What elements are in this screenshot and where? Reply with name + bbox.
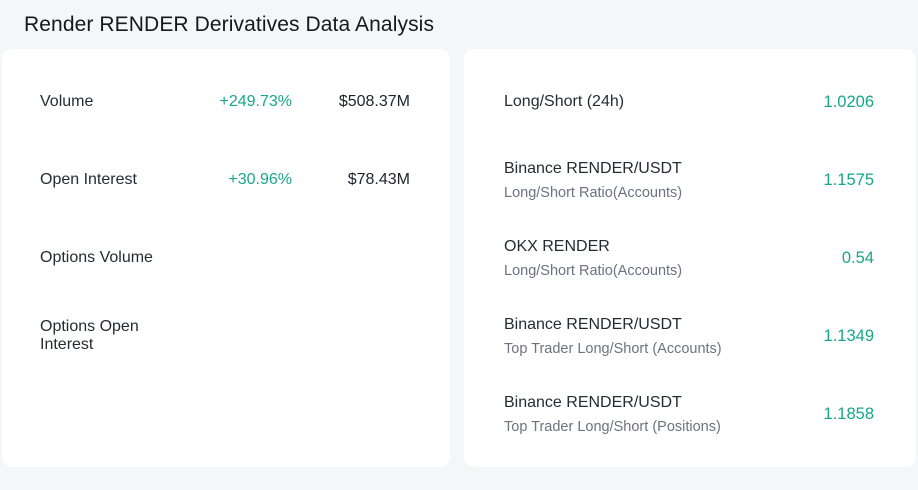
derivatives-stats-card: Volume +249.73% $508.37M Open Interest +… xyxy=(2,49,450,467)
ratio-row-long-short-24h: Long/Short (24h) 1.0206 xyxy=(504,63,874,141)
ratio-labels: Long/Short (24h) xyxy=(504,93,624,111)
stat-row-options-open-interest: Options Open Interest xyxy=(40,297,410,375)
ratio-value: 1.1858 xyxy=(823,404,874,423)
stat-row-volume: Volume +249.73% $508.37M xyxy=(40,63,410,141)
ratio-sublabel: Top Trader Long/Short (Accounts) xyxy=(504,340,722,357)
stat-value: $78.43M xyxy=(347,171,410,188)
ratio-labels: Binance RENDER/USDT Top Trader Long/Shor… xyxy=(504,316,722,357)
ratio-value: 1.1349 xyxy=(823,326,874,345)
stat-change: +30.96% xyxy=(228,171,292,188)
ratio-label: Binance RENDER/USDT xyxy=(504,159,682,177)
ratio-value: 1.1575 xyxy=(823,170,874,189)
ratio-row-binance-top-trader-accounts: Binance RENDER/USDT Top Trader Long/Shor… xyxy=(504,297,874,375)
ratio-label: OKX RENDER xyxy=(504,237,610,255)
ratio-labels: Binance RENDER/USDT Long/Short Ratio(Acc… xyxy=(504,160,682,201)
ratio-value: 0.54 xyxy=(841,248,874,267)
stat-label: Volume xyxy=(40,93,94,110)
stat-label: Open Interest xyxy=(40,171,137,188)
ratio-label: Binance RENDER/USDT xyxy=(504,315,682,333)
long-short-ratio-card: Long/Short (24h) 1.0206 Binance RENDER/U… xyxy=(464,49,916,467)
page-title: Render RENDER Derivatives Data Analysis xyxy=(24,13,435,36)
stat-row-open-interest: Open Interest +30.96% $78.43M xyxy=(40,141,410,219)
ratio-value: 1.0206 xyxy=(823,92,874,111)
ratio-row-okx-accounts: OKX RENDER Long/Short Ratio(Accounts) 0.… xyxy=(504,219,874,297)
ratio-labels: Binance RENDER/USDT Top Trader Long/Shor… xyxy=(504,394,721,435)
ratio-label: Binance RENDER/USDT xyxy=(504,393,682,411)
ratio-labels: OKX RENDER Long/Short Ratio(Accounts) xyxy=(504,238,682,279)
ratio-sublabel: Long/Short Ratio(Accounts) xyxy=(504,184,683,201)
ratio-sublabel: Long/Short Ratio(Accounts) xyxy=(504,262,683,279)
stat-value: $508.37M xyxy=(338,93,410,110)
cards-container: Volume +249.73% $508.37M Open Interest +… xyxy=(0,49,918,467)
ratio-row-binance-top-trader-positions: Binance RENDER/USDT Top Trader Long/Shor… xyxy=(504,375,874,453)
ratio-row-binance-accounts: Binance RENDER/USDT Long/Short Ratio(Acc… xyxy=(504,141,874,219)
stat-label: Options Volume xyxy=(40,249,153,266)
page-header: Render RENDER Derivatives Data Analysis xyxy=(0,0,918,49)
stat-change: +249.73% xyxy=(219,93,292,110)
ratio-sublabel: Top Trader Long/Short (Positions) xyxy=(504,418,721,435)
stat-label: Options Open Interest xyxy=(40,318,139,353)
ratio-label: Long/Short (24h) xyxy=(504,93,625,110)
stat-row-options-volume: Options Volume xyxy=(40,219,410,297)
